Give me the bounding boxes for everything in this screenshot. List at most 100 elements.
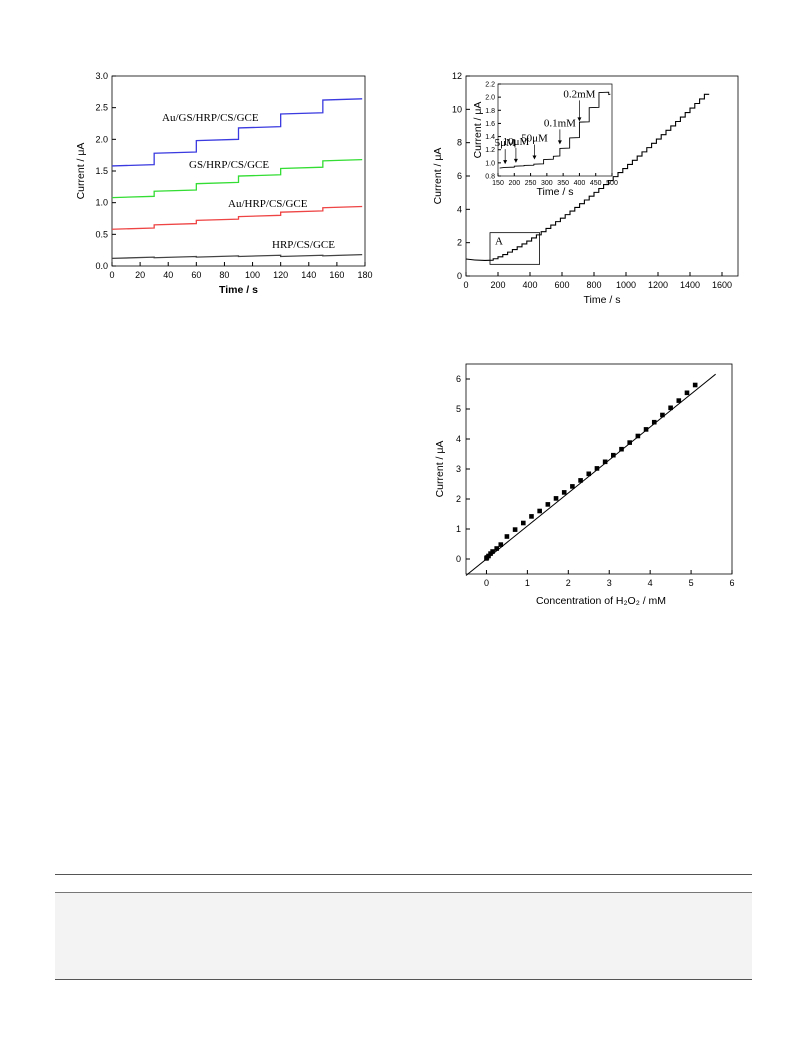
x-tick-label: 40 [163,270,173,280]
inset-y-tick-label: 1.4 [485,134,495,141]
inset-x-tick-label: 150 [492,180,504,187]
inset-frame [497,83,613,177]
inset-trace [499,91,611,169]
series-label: Au/HRP/CS/GCE [228,198,308,210]
x-axis-title: Time / s [584,294,621,306]
y-tick-label: 3.0 [95,71,108,81]
x-axis-title: Concentration of H₂O₂ / mM [536,595,666,607]
response-trace [465,93,710,261]
annotation-label: 50μM [521,133,548,145]
inset-y-tick-label: 0.8 [485,174,495,181]
x-tick-label: 6 [729,578,734,588]
data-point [643,427,649,432]
y-tick-label: 1.0 [95,198,108,208]
annotation-arrow-head [513,158,518,163]
data-point [504,534,510,539]
inset-y-axis-title: Current / μA [472,102,484,159]
inset-x-tick-label: 450 [590,180,602,187]
series-label: HRP/CS/GCE [272,239,335,251]
series-line [111,98,363,167]
series-label: Au/GS/HRP/CS/GCE [162,112,259,124]
x-tick-label: 20 [135,270,145,280]
data-point [490,549,495,554]
y-tick-label: 10 [452,104,462,114]
inset-y-tick-label: 2.2 [485,82,495,89]
data-point [537,508,542,514]
y-axis-title: Current / μA [75,143,87,200]
zoom-box-label: A [495,236,503,248]
y-tick-label: 0 [457,271,462,281]
data-point [553,496,559,501]
inset-y-tick-label: 1.8 [485,108,495,115]
data-point [486,553,491,559]
x-axis-title: Time / s [219,284,258,296]
data-point [660,412,665,418]
inset-y-tick-label: 1.2 [485,147,495,154]
y-tick-label: 0 [456,554,461,564]
annotation-arrow-head [557,140,562,145]
data-point [692,382,698,388]
inset-y-tick-label: 2.0 [485,95,495,102]
amperometric-comparison-chart: 0 20 40 60 80 100 120 140 160 180 0.0 0.5 1.0 1.5 2.0 2… [75,71,373,296]
y-tick-label: 2 [456,494,461,504]
x-tick-label: 600 [554,280,569,290]
x-tick-label: 0 [109,270,114,280]
data-point [627,440,632,445]
data-point [512,527,518,532]
y-tick-label: 2.0 [95,134,108,144]
y-tick-label: 0.5 [95,229,108,239]
x-tick-label: 1 [525,578,530,588]
y-tick-label: 3 [456,464,461,474]
amperometric-response-chart: 0 200 400 600 800 1000 1200 1400 1600 0 2 4 6 8 10 12 Ti… [432,71,739,306]
x-tick-label: 200 [490,280,505,290]
data-point [586,471,592,477]
y-axis-title: Current / μA [434,441,446,498]
data-point [529,514,534,519]
x-tick-label: 60 [191,270,201,280]
y-tick-label: 5 [456,404,461,414]
series-line [111,205,363,230]
x-tick-label: 5 [689,578,694,588]
data-point [619,446,624,452]
inset-x-tick-label: 350 [557,180,569,187]
data-point [676,398,682,403]
y-tick-label: 2.5 [95,103,108,113]
x-tick-label: 3 [607,578,612,588]
x-tick-label: 1000 [616,280,636,290]
annotation-label: 10μM [503,136,530,148]
y-tick-label: 2 [457,238,462,248]
data-point [635,433,641,439]
x-tick-label: 1200 [648,280,668,290]
data-point [651,419,657,425]
y-tick-label: 1 [456,524,461,534]
inset-x-tick-label: 400 [574,180,586,187]
y-axis-title: Current / μA [432,148,444,205]
x-tick-label: 0 [484,578,489,588]
annotation-label: 0.2mM [563,88,595,100]
x-tick-label: 100 [245,270,260,280]
x-tick-label: 180 [357,270,372,280]
annotation-arrow-head [532,155,537,160]
data-point [611,452,616,458]
table-header-row [55,875,752,893]
data-point [498,542,504,547]
table-block [55,874,752,980]
x-tick-label: 800 [586,280,601,290]
data-point [684,390,690,396]
data-point [520,520,526,526]
series-line [111,158,363,199]
inset-x-axis-title: Time / s [537,186,574,198]
annotation-label: 5μM [495,137,516,149]
calibration-curve-chart: 0 1 2 3 4 5 6 0 1 2 3 4 5 6 Concentration of H₂O₂ / mM… [434,363,735,607]
y-tick-label: 4 [456,434,461,444]
inset-y-tick-label: 1.0 [485,160,495,167]
x-tick-label: 400 [522,280,537,290]
x-tick-label: 2 [566,578,571,588]
table-body [55,893,752,979]
x-tick-label: 4 [648,578,653,588]
x-tick-label: 120 [273,270,288,280]
data-point [602,459,608,465]
y-tick-label: 4 [457,204,462,214]
data-point [545,502,551,507]
y-tick-label: 6 [457,171,462,181]
